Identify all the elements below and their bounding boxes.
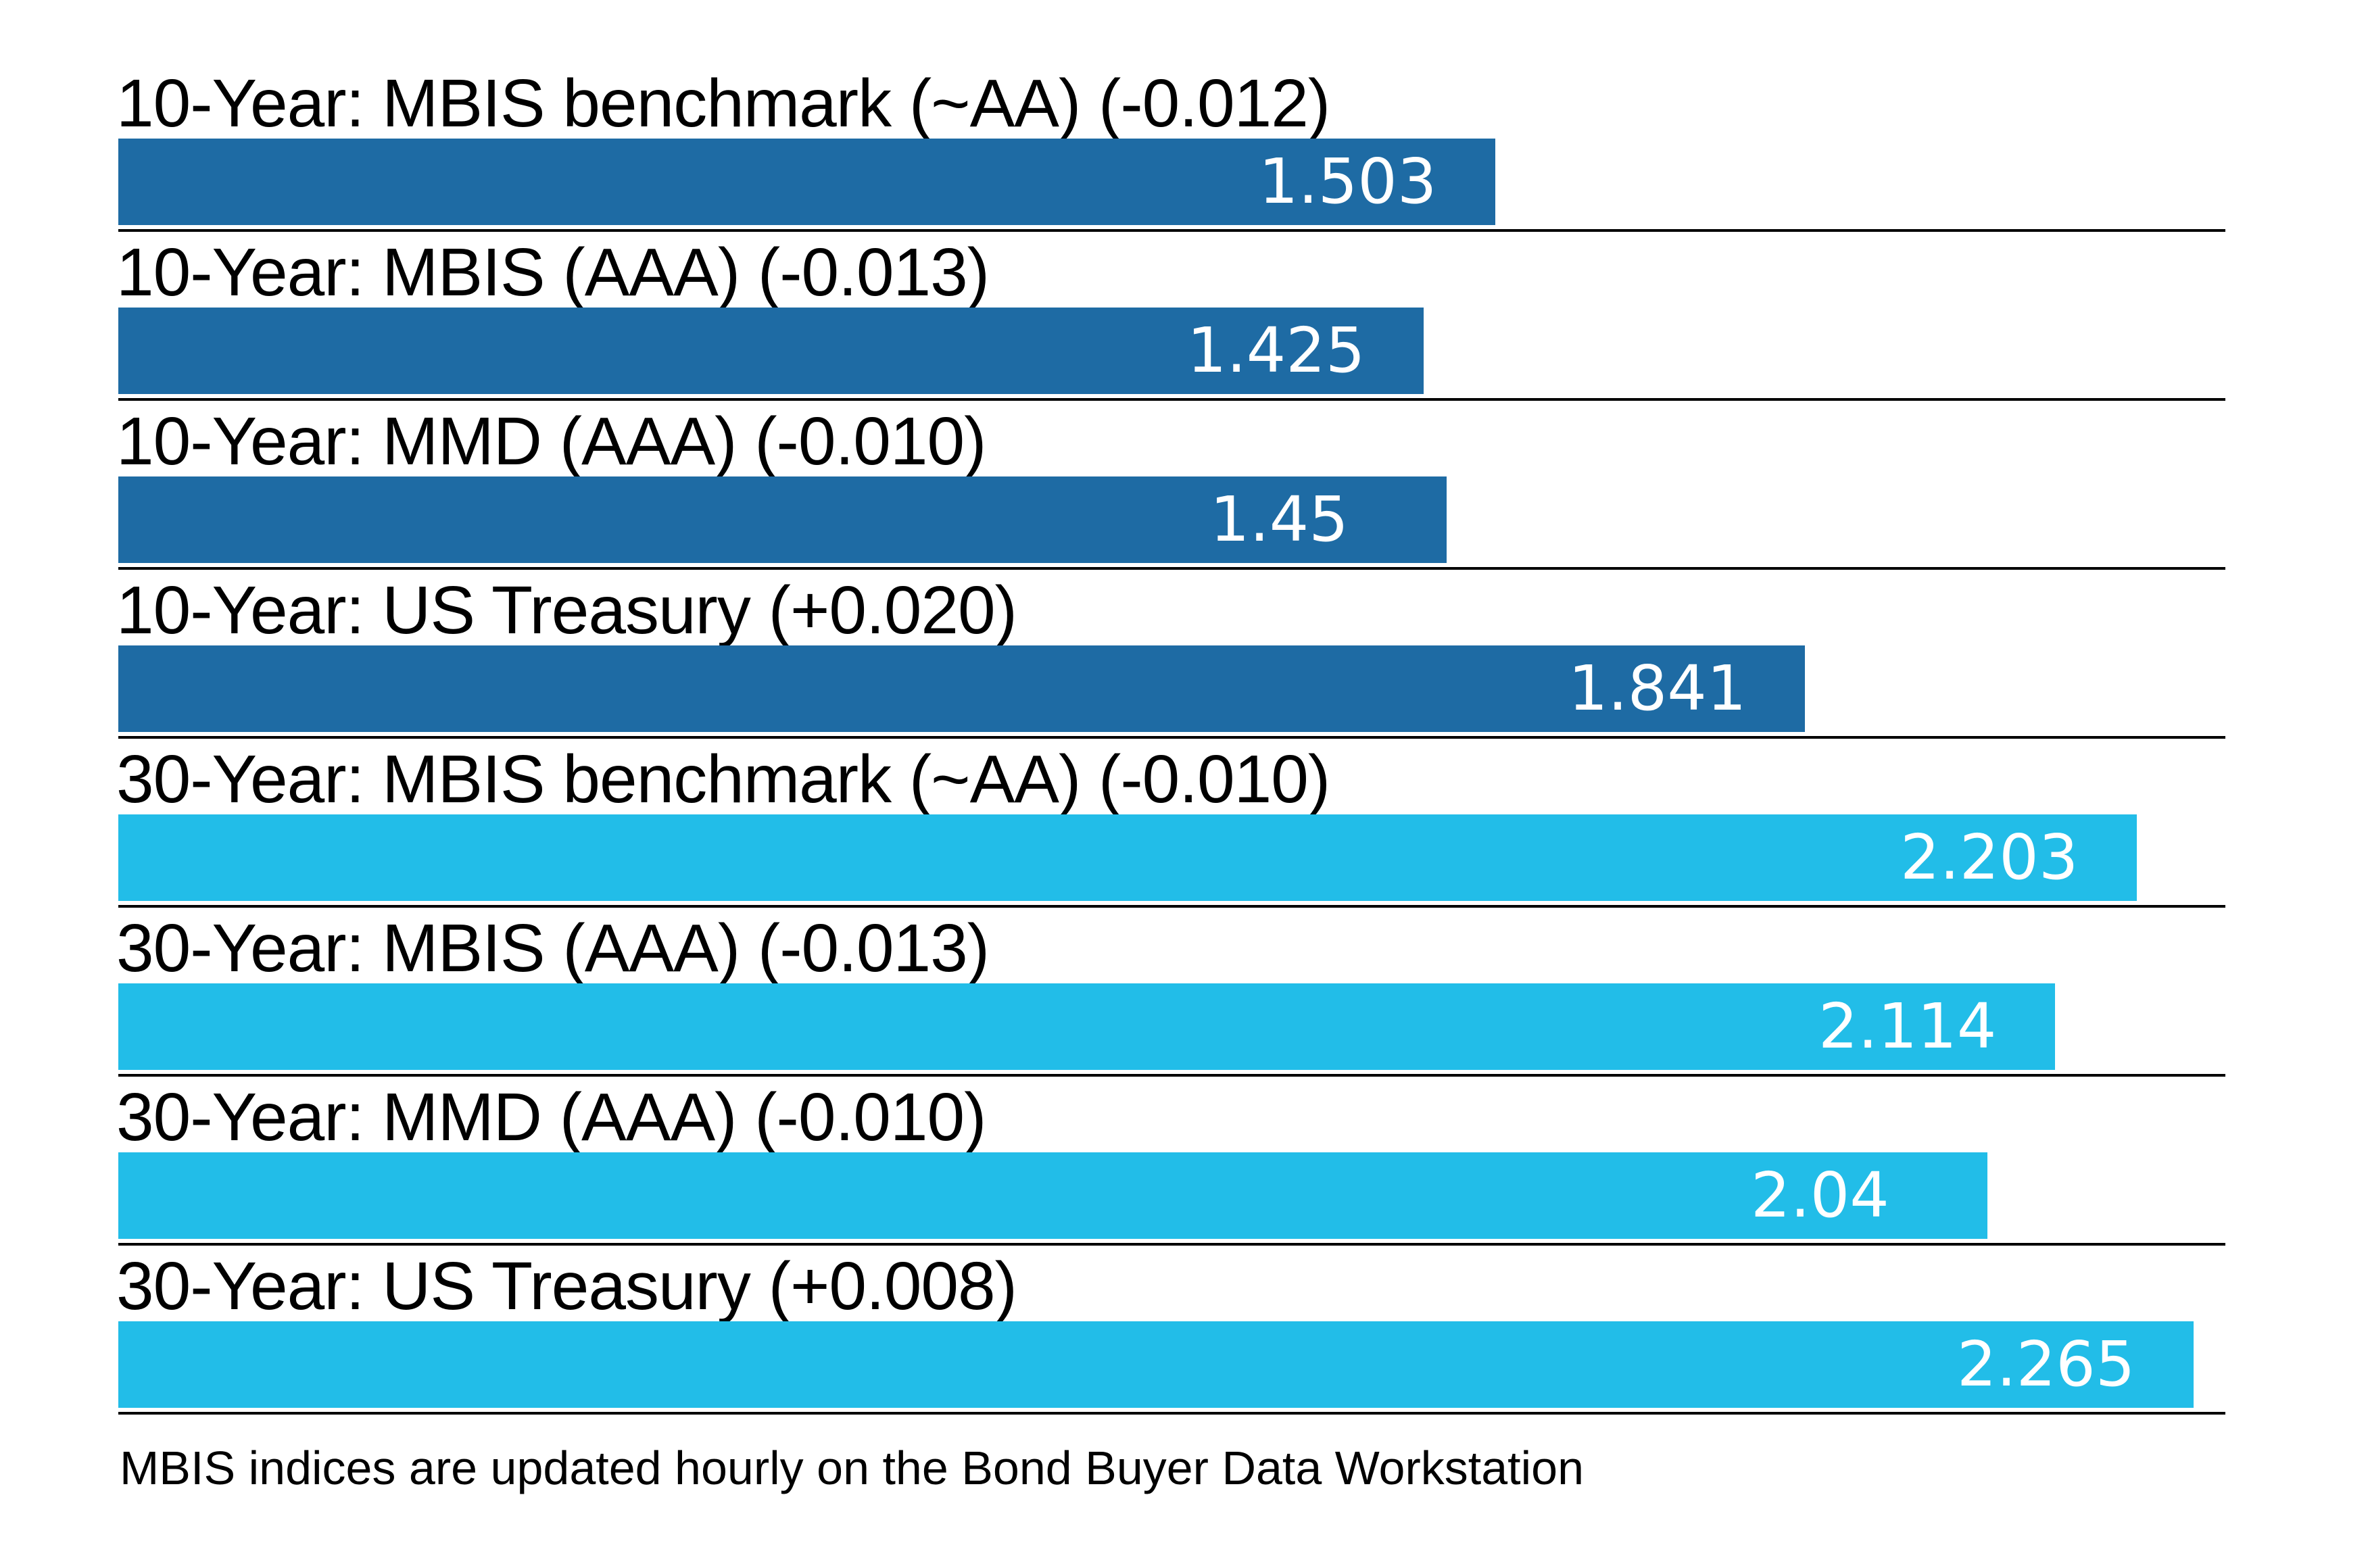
- baseline-rule: [118, 1074, 2225, 1077]
- baseline-rule: [118, 905, 2225, 908]
- baseline-rule: [118, 567, 2225, 570]
- bar-label: 30-Year: MMD (AAA) (-0.010): [116, 1079, 986, 1155]
- bar-value-label: 1.503: [1259, 145, 1437, 218]
- baseline-rule: [118, 398, 2225, 401]
- bar: 2.265: [118, 1321, 2194, 1408]
- baseline-rule: [118, 736, 2225, 739]
- bar-label: 10-Year: US Treasury (+0.020): [116, 572, 1017, 648]
- bar: 1.425: [118, 308, 1424, 394]
- bar: 1.503: [118, 139, 1495, 225]
- bar: 2.114: [118, 983, 2055, 1070]
- baseline-rule: [118, 1243, 2225, 1246]
- bar-label: 10-Year: MMD (AAA) (-0.010): [116, 403, 986, 479]
- bar-value-label: 1.841: [1568, 652, 1747, 725]
- bar: 2.203: [118, 814, 2137, 901]
- bar-label: 30-Year: MBIS benchmark (~AA) (-0.010): [116, 741, 1330, 817]
- bar-label: 30-Year: MBIS (AAA) (-0.013): [116, 910, 990, 986]
- bar-label: 10-Year: MBIS (AAA) (-0.013): [116, 235, 990, 310]
- bar-value-label: 2.203: [1900, 821, 2079, 893]
- bar-label: 30-Year: US Treasury (+0.008): [116, 1248, 1017, 1324]
- bar: 2.04: [118, 1152, 1987, 1239]
- bar-value-label: 1.425: [1187, 314, 1366, 387]
- bar-value-label: 2.265: [1957, 1328, 2135, 1400]
- bar: 1.45: [118, 476, 1447, 563]
- baseline-rule: [118, 1412, 2225, 1415]
- baseline-rule: [118, 229, 2225, 232]
- bar-value-label: 1.45: [1210, 483, 1349, 556]
- bar-value-label: 2.04: [1751, 1159, 1889, 1231]
- bar-label: 10-Year: MBIS benchmark (~AA) (-0.012): [116, 66, 1330, 141]
- bar: 1.841: [118, 645, 1805, 732]
- chart-footnote: MBIS indices are updated hourly on the B…: [120, 1442, 1585, 1494]
- bar-value-label: 2.114: [1818, 990, 1997, 1062]
